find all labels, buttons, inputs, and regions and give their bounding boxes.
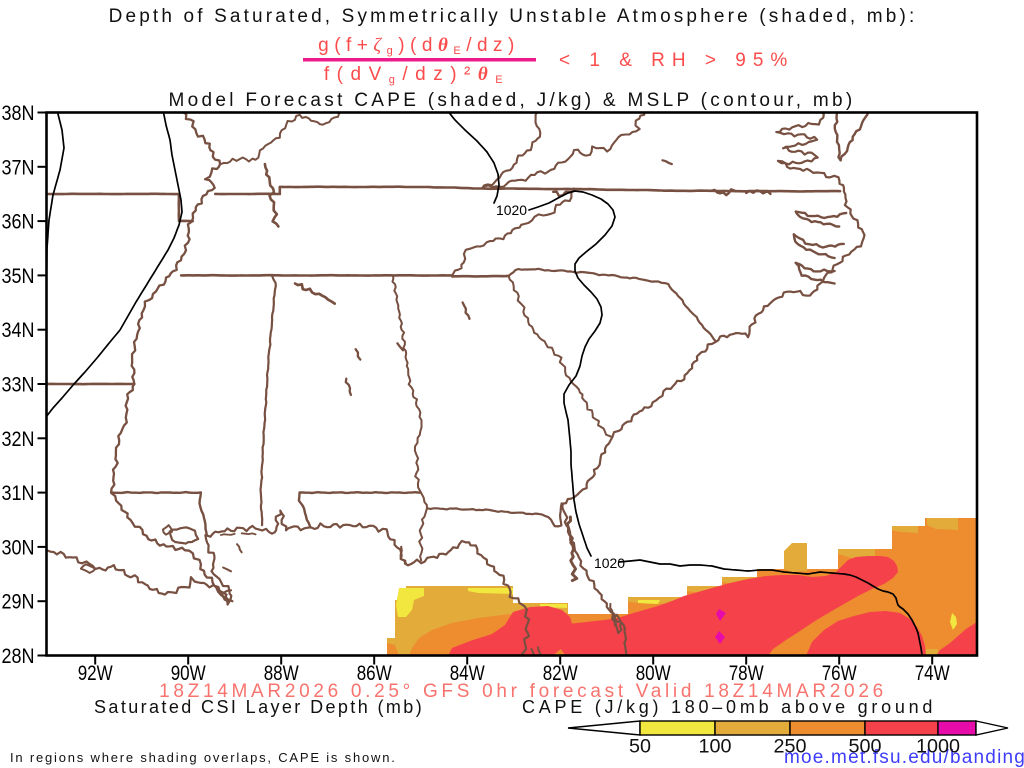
svg-text:CAPE (J/kg) 180–0mb above grou: CAPE (J/kg) 180–0mb above ground xyxy=(522,697,936,717)
svg-text:78W: 78W xyxy=(729,662,764,685)
svg-text:90W: 90W xyxy=(171,662,206,685)
svg-text:74W: 74W xyxy=(915,662,950,685)
svg-text:36N: 36N xyxy=(2,211,35,234)
svg-text:500: 500 xyxy=(849,737,882,758)
svg-text:28N: 28N xyxy=(2,645,35,668)
svg-text:33N: 33N xyxy=(2,374,35,397)
svg-text:31N: 31N xyxy=(2,482,35,505)
svg-text:f(dVg/dz)²θE: f(dVg/dz)²θE xyxy=(324,64,510,86)
svg-text:35N: 35N xyxy=(2,265,35,288)
svg-text:29N: 29N xyxy=(2,591,35,614)
svg-text:92W: 92W xyxy=(78,662,113,685)
svg-text:32N: 32N xyxy=(2,428,35,451)
svg-text:30N: 30N xyxy=(2,536,35,559)
svg-text:86W: 86W xyxy=(357,662,392,685)
svg-text:moe.met.fsu.edu/banding: moe.met.fsu.edu/banding xyxy=(784,747,1024,768)
svg-text:88W: 88W xyxy=(264,662,299,685)
svg-text:76W: 76W xyxy=(822,662,857,685)
svg-text:g(f+ζg)(dθE/dz): g(f+ζg)(dθE/dz) xyxy=(318,35,520,57)
svg-text:1020: 1020 xyxy=(496,202,527,218)
svg-text:34N: 34N xyxy=(2,319,35,342)
svg-text:50: 50 xyxy=(629,737,651,758)
svg-text:80W: 80W xyxy=(636,662,671,685)
svg-text:1000: 1000 xyxy=(916,737,960,758)
svg-text:Model Forecast CAPE (shaded, J: Model Forecast CAPE (shaded, J/kg) & MSL… xyxy=(169,90,856,111)
svg-text:38N: 38N xyxy=(2,102,35,125)
svg-text:Saturated CSI Layer Depth (mb): Saturated CSI Layer Depth (mb) xyxy=(94,697,424,717)
svg-text:< 1 & RH > 95%: < 1 & RH > 95% xyxy=(559,50,794,71)
svg-text:In regions where shading overl: In regions where shading overlaps, CAPE … xyxy=(10,750,397,765)
svg-text:37N: 37N xyxy=(2,156,35,179)
svg-text:82W: 82W xyxy=(543,662,578,685)
svg-text:18Z14MAR2026 0.25° GFS 0hr for: 18Z14MAR2026 0.25° GFS 0hr forecast Vali… xyxy=(159,681,887,702)
svg-text:Depth of Saturated, Symmetrica: Depth of Saturated, Symmetrically Unstab… xyxy=(109,6,918,27)
svg-text:84W: 84W xyxy=(450,662,485,685)
svg-text:1020: 1020 xyxy=(594,555,625,571)
svg-text:250: 250 xyxy=(774,737,807,758)
svg-text:100: 100 xyxy=(699,737,732,758)
